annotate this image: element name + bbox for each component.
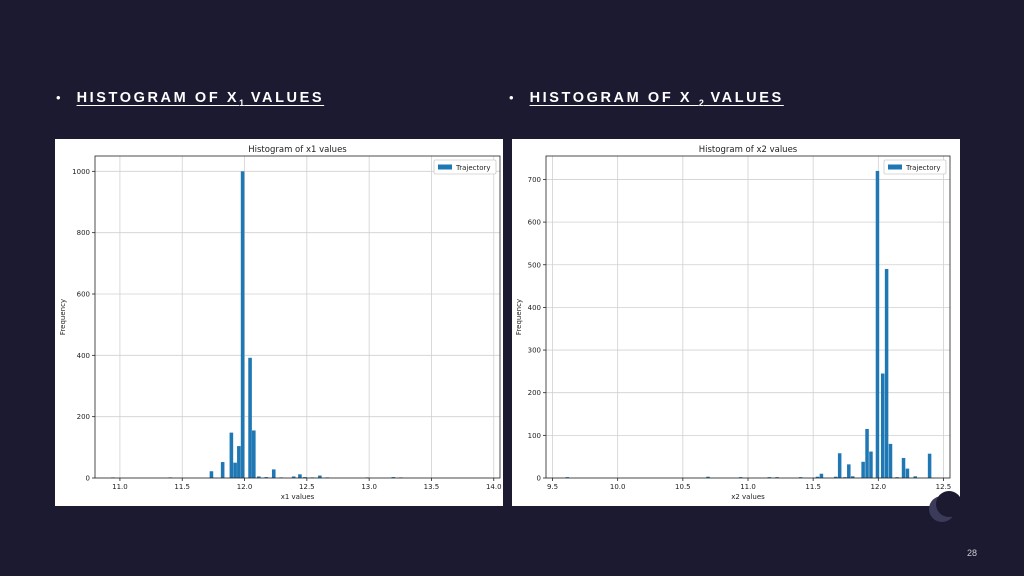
histogram-bar [252,430,256,478]
histogram-bar [834,476,838,478]
legend-swatch [888,164,902,170]
chart-panel-x2: 9.5 10.0 10.5 11.0 11.5 12.0 12.5 0 100 200 300 400… [512,139,960,506]
legend-box [883,159,947,175]
histogram-bar [819,473,824,478]
legend-label: Trajectory [905,164,941,172]
histogram-bar [318,475,322,478]
histogram-bar [901,457,906,478]
y-axis-label: Frequency [59,299,67,335]
histogram-bar [391,477,396,478]
y-tick-label: 200 [528,389,541,397]
y-tick-label: 0 [537,475,541,483]
histogram-bar [895,477,899,478]
histogram-bar [237,446,241,478]
histogram-bar [240,171,245,479]
chart-title: Histogram of x1 values [248,145,347,155]
histogram-bar [706,476,710,478]
y-tick-label: 800 [77,229,90,237]
histogram-x1-chart: 11.0 11.5 12.0 12.5 13.0 13.5 14.0 0 200 400 600 80… [59,145,502,501]
histogram-bar [837,453,842,478]
y-tick-label: 200 [77,413,90,421]
heading-text-suffix: VALUES [244,90,325,106]
plot-frame [94,155,501,479]
x-tick-label: 10.0 [610,483,626,491]
chart-title: Histogram of x2 values [699,145,798,155]
y-tick-label: 400 [528,304,541,312]
y-axis-label: Frequency [515,299,523,335]
histogram-bar [775,477,779,478]
histogram-bar [271,469,276,478]
x-tick-label: 12.5 [936,483,952,491]
y-tick-label: 400 [77,352,90,360]
x-tick-label: 12.0 [237,483,253,491]
histogram-bar [264,477,269,478]
histogram-bar [298,474,302,478]
histogram-bar [291,476,296,478]
histogram-bar [927,453,932,478]
histogram-bar [815,476,820,478]
histogram-bar [220,462,225,478]
x-tick-label: 10.5 [675,483,691,491]
y-tick-label: 1000 [72,168,90,176]
y-tick-label: 0 [86,475,90,483]
histogram-bar [905,468,910,478]
heading-x1-histogram: • HISTOGRAM OF X1 VALUES [56,90,324,108]
histogram-bar [861,461,865,478]
histogram-bar [233,462,237,478]
x-tick-label: 12.0 [871,483,887,491]
histogram-bar [847,464,851,478]
y-tick-label: 700 [528,176,541,184]
histogram-bar [303,477,307,478]
histogram-bar [843,477,847,478]
legend-box [433,159,497,175]
y-tick-label: 100 [528,432,541,440]
x-axis-label: x2 values [731,493,765,501]
y-tick-label: 600 [528,219,541,227]
heading-text-suffix: VALUES [703,90,784,106]
bullet-dot: • [56,90,61,105]
y-tick-label: 500 [528,261,541,269]
heading-text: HISTOGRAM OF X [76,90,240,106]
histogram-bar [738,477,743,478]
histogram-bar [875,170,880,478]
x-tick-label: 11.5 [805,483,821,491]
histogram-bar [209,471,214,478]
y-tick-label: 300 [528,347,541,355]
histogram-bar [229,432,234,478]
x-tick-label: 13.0 [361,483,377,491]
heading-subscript: 2 [698,98,704,108]
x-tick-label: 11.5 [174,483,190,491]
x-tick-label: 11.0 [740,483,756,491]
crescent-moon-icon [929,491,962,522]
y-tick-label: 600 [77,291,90,299]
x-axis-label: x1 values [281,493,315,501]
histogram-bar [884,269,889,478]
histogram-bar [767,477,772,478]
legend-label: Trajectory [455,164,491,172]
histogram-x2-chart: 9.5 10.0 10.5 11.0 11.5 12.0 12.5 0 100 200 300 400… [515,145,952,501]
heading-text: HISTOGRAM OF X [529,90,699,106]
histogram-bar [248,357,252,478]
chart-panel-x1: 11.0 11.5 12.0 12.5 13.0 13.5 14.0 0 200 400 600 80… [55,139,503,506]
histogram-bar [869,451,873,478]
histogram-bar [565,477,570,478]
histogram-bar [880,373,885,478]
page-number: 28 [966,548,977,558]
x-tick-label: 12.5 [299,483,315,491]
histogram-bar [798,477,803,478]
x-tick-label: 13.5 [424,483,440,491]
legend-swatch [438,164,452,170]
histogram-bar [865,428,869,478]
bullet-dot: • [509,90,514,105]
x-tick-label: 14.0 [486,483,502,491]
histogram-bar [850,476,855,478]
x-tick-label: 9.5 [547,483,558,491]
histogram-bar [257,476,261,478]
histogram-bar [913,476,918,478]
heading-x2-histogram: • HISTOGRAM OF X 2 VALUES [509,90,784,108]
heading-subscript: 1 [239,98,245,108]
x-tick-label: 11.0 [112,483,128,491]
histogram-bar [888,443,893,478]
